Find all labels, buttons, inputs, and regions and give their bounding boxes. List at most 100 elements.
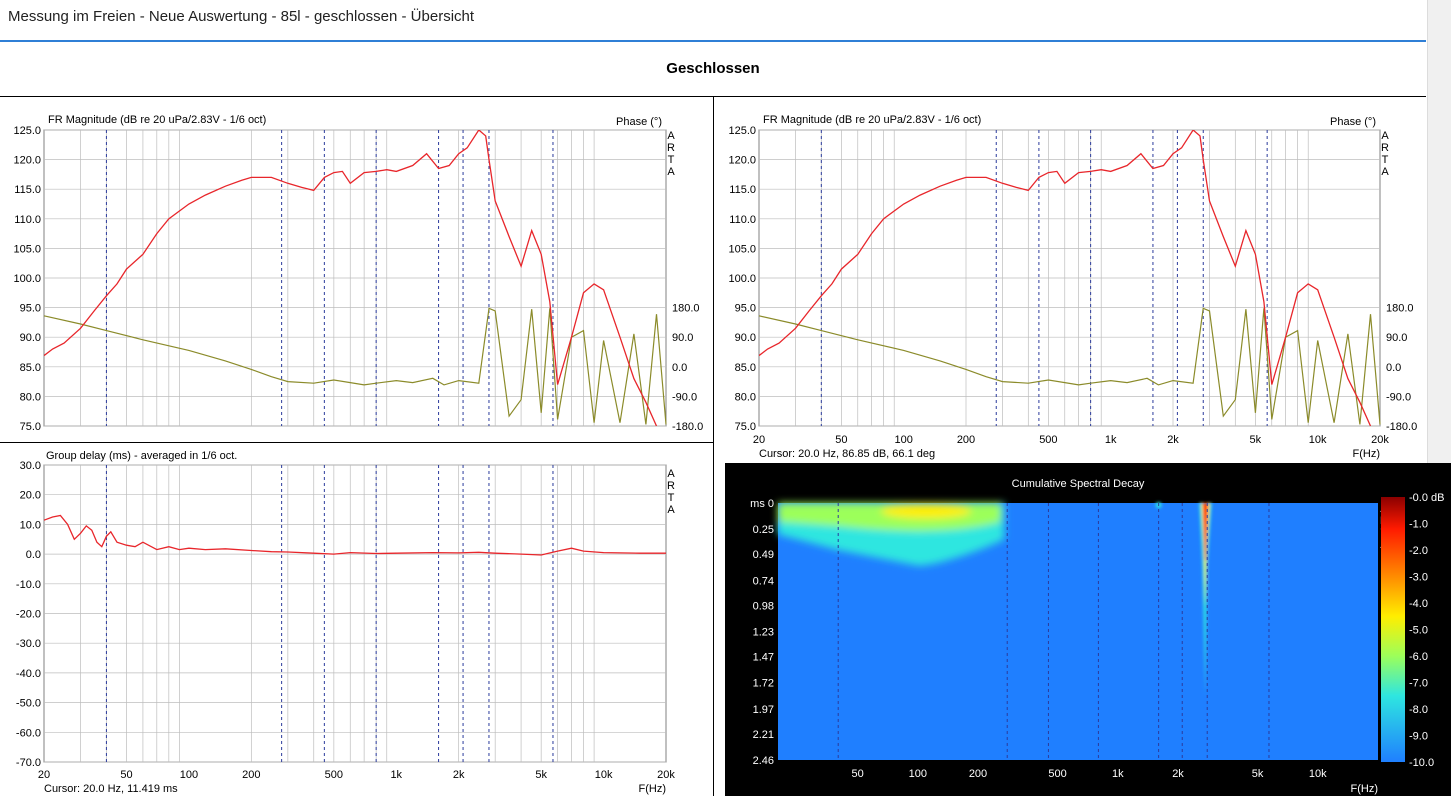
x-tick-label: 500 xyxy=(325,769,343,781)
arta-brand-letter: A xyxy=(667,130,675,142)
panel-divider-left-mid xyxy=(0,442,713,443)
y-tick-label: 30.0 xyxy=(20,460,41,472)
phase-tick-label: 90.0 xyxy=(1386,332,1407,344)
y-tick-label: 90.0 xyxy=(20,332,41,344)
x-tick-label: 2k xyxy=(453,769,465,781)
y-tick-label: 85.0 xyxy=(20,362,41,374)
phase-axis-label: Phase (°) xyxy=(616,116,662,128)
x-tick-label: 200 xyxy=(242,769,260,781)
x-tick-label: 20 xyxy=(38,769,50,781)
phase-curve xyxy=(43,307,667,425)
y-tick-label: 0.0 xyxy=(26,549,41,561)
x-tick-label: 50 xyxy=(120,769,132,781)
y-tick-label: -40.0 xyxy=(16,668,41,680)
x-tick-label: 50 xyxy=(851,768,863,780)
colorbar-label: -0.0 dB xyxy=(1409,492,1444,504)
arta-brand-letter: A xyxy=(667,504,675,516)
y-tick-label: 0.98 xyxy=(753,600,774,612)
y-tick-label: 1.72 xyxy=(753,678,774,690)
window-title-bar: Messung im Freien - Neue Auswertung - 85… xyxy=(0,0,1426,42)
y-tick-label: ms 0 xyxy=(750,498,774,510)
y-tick-label: -70.0 xyxy=(16,757,41,769)
y-tick-label: 120.0 xyxy=(728,155,756,167)
y-tick-label: 105.0 xyxy=(13,243,41,255)
x-tick-label: 50 xyxy=(835,434,847,446)
x-tick-label: 20 xyxy=(753,434,765,446)
x-axis-label: F(Hz) xyxy=(1353,448,1381,460)
y-tick-label: 1.23 xyxy=(753,627,774,639)
x-tick-label: 200 xyxy=(969,768,987,780)
y-tick-label: 100.0 xyxy=(13,273,41,285)
arta-brand-letter: T xyxy=(668,492,675,504)
y-tick-label: 0.74 xyxy=(753,575,774,587)
arta-brand-letter: A xyxy=(1381,130,1389,142)
y-tick-label: 120.0 xyxy=(13,155,41,167)
phase-axis-label: Phase (°) xyxy=(1330,116,1376,128)
x-tick-label: 5k xyxy=(535,769,547,781)
chart-title: Group delay (ms) - averaged in 1/6 oct. xyxy=(46,450,237,462)
y-tick-label: 95.0 xyxy=(20,303,41,315)
y-tick-label: 0.25 xyxy=(753,524,774,536)
x-tick-label: 20k xyxy=(1371,434,1389,446)
x-tick-label: 100 xyxy=(909,768,927,780)
chart-title: FR Magnitude (dB re 20 uPa/2.83V - 1/6 o… xyxy=(48,114,266,126)
fr-magnitude-chart-right[interactable]: 125.0 120.0 115.0 110.0 105.0 100.0 95.0 90.0 85… xyxy=(714,97,1426,463)
colorbar-label: -1.0 xyxy=(1409,519,1428,531)
y-tick-label: 2.46 xyxy=(753,755,774,767)
y-tick-label: 115.0 xyxy=(14,184,41,196)
arta-brand-letter: R xyxy=(1381,142,1389,154)
y-tick-label: 110.0 xyxy=(729,214,756,226)
colorbar-label: -10.0 xyxy=(1409,757,1434,769)
magnitude-curve-group xyxy=(44,130,658,426)
x-tick-label: 20k xyxy=(657,769,675,781)
y-tick-label: 2.21 xyxy=(753,729,774,741)
x-tick-label: 1k xyxy=(1105,434,1117,446)
phase-tick-label: -180.0 xyxy=(1386,421,1417,433)
colorbar-label: -8.0 xyxy=(1409,704,1428,716)
y-tick-label: 115.0 xyxy=(729,184,756,196)
window-title: Messung im Freien - Neue Auswertung - 85… xyxy=(8,8,475,25)
x-axis-label: F(Hz) xyxy=(639,783,667,795)
y-tick-label: -10.0 xyxy=(16,579,41,591)
y-tick-label: 100.0 xyxy=(728,273,756,285)
phase-tick-label: 90.0 xyxy=(672,332,693,344)
y-tick-label: 75.0 xyxy=(735,421,756,433)
panel-divider-vertical xyxy=(713,96,714,796)
y-tick-label: 90.0 xyxy=(735,332,756,344)
y-tick-label: 85.0 xyxy=(735,362,756,374)
y-tick-label: 125.0 xyxy=(728,125,756,137)
arta-brand-letter: A xyxy=(667,468,675,480)
group-delay-chart[interactable]: 30.0 20.0 10.0 0.0 -10.0 -20.0 -30.0 -40.0 -50.0… xyxy=(0,443,713,796)
group-delay-curve xyxy=(43,514,666,556)
colorbar xyxy=(1381,497,1405,762)
x-tick-label: 5k xyxy=(1252,768,1264,780)
x-tick-label: 10k xyxy=(1309,768,1327,780)
x-tick-label: 500 xyxy=(1048,768,1066,780)
phase-tick-label: 180.0 xyxy=(1386,303,1414,315)
y-tick-label: 75.0 xyxy=(20,421,41,433)
x-tick-label: 5k xyxy=(1250,434,1262,446)
x-tick-label: 100 xyxy=(180,769,198,781)
phase-tick-label: 180.0 xyxy=(672,303,700,315)
fr-magnitude-chart-left[interactable]: 125.0 120.0 115.0 110.0 105.0 100.0 95.0 90.0 85… xyxy=(0,97,713,442)
y-tick-label: 110.0 xyxy=(14,214,41,226)
magnitude-curve xyxy=(759,130,1372,426)
colorbar-label: -7.0 xyxy=(1409,678,1428,690)
x-tick-label: 100 xyxy=(895,434,913,446)
cursor-readout: Cursor: 20.0 Hz, 11.419 ms xyxy=(44,783,178,795)
arta-brand-letter: R xyxy=(667,142,675,154)
csd-chart[interactable]: Cumulative Spectral Decay ms 0 0.25 0.49 0.7… xyxy=(725,463,1451,796)
x-tick-label: 2k xyxy=(1172,768,1184,780)
y-tick-label: -60.0 xyxy=(16,727,41,739)
colorbar-label: -3.0 xyxy=(1409,572,1428,584)
y-tick-label: -30.0 xyxy=(16,638,41,650)
phase-tick-label: -90.0 xyxy=(672,391,697,403)
x-tick-label: 10k xyxy=(595,769,613,781)
csd-decay-field xyxy=(778,503,1005,566)
x-tick-label: 1k xyxy=(1112,768,1124,780)
colorbar-label: -4.0 xyxy=(1409,598,1428,610)
x-tick-label: 200 xyxy=(957,434,975,446)
colorbar-label: -9.0 xyxy=(1409,731,1428,743)
phase-tick-label: -90.0 xyxy=(1386,391,1411,403)
page-heading: Geschlossen xyxy=(666,60,760,77)
